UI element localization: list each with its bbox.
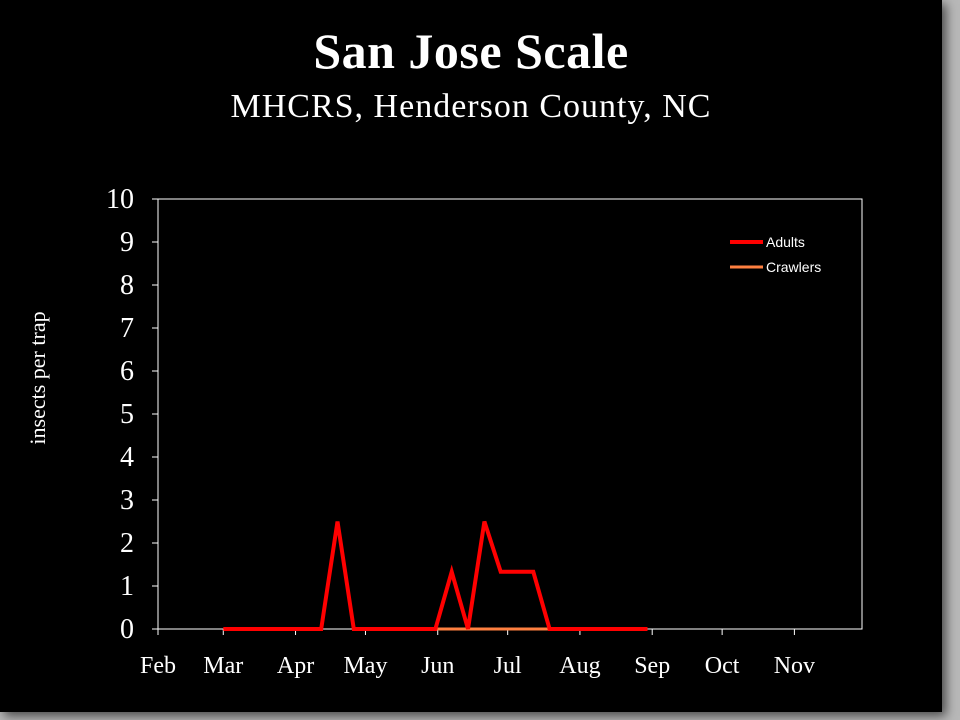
y-tick-label: 7 [120,313,134,344]
y-tick-label: 8 [120,270,134,301]
y-tick-label: 2 [120,528,134,559]
x-tick-label: Aug [559,653,600,679]
x-tick-label: Feb [140,653,176,679]
x-tick-label: Mar [203,653,243,679]
x-tick-label: Apr [277,653,314,679]
x-tick-label: Sep [634,653,670,679]
y-tick-label: 9 [120,227,134,258]
x-tick-label: Jul [494,653,522,679]
line-chart: 0 1 2 3 4 5 6 7 8 9 10 Feb Mar Apr May Jun Jul Aug Sep Oct N… [106,184,863,679]
y-tick-label: 6 [120,356,134,387]
slide-subtitle: MHCRS, Henderson County, NC [230,88,712,125]
x-tick-label: Jun [421,653,454,679]
x-tick-label: Oct [705,653,740,679]
y-tick-label: 4 [120,442,134,473]
legend-label-adults: Adults [766,234,805,250]
y-tick-label: 5 [120,399,134,430]
x-tick-label: Nov [774,653,815,679]
legend-label-crawlers: Crawlers [766,259,821,275]
y-tick-label: 10 [106,184,134,215]
y-tick-label: 0 [120,614,134,645]
x-tick-label: May [343,653,387,679]
y-tick-label: 1 [120,571,134,602]
plot-area-frame [157,198,863,630]
series-line-adults [223,520,648,631]
slide-title: San Jose Scale [313,23,629,79]
slide: San Jose Scale MHCRS, Henderson County, … [0,0,942,712]
y-tick-label: 3 [120,485,134,516]
